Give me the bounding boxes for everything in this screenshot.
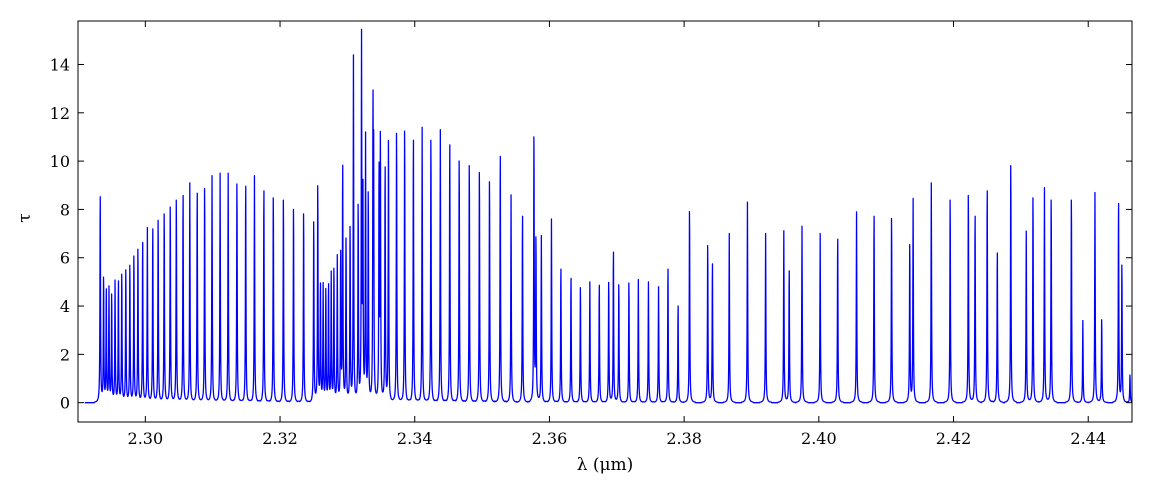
x-tick-label: 2.34 xyxy=(397,429,433,448)
spectrum-series xyxy=(84,28,1132,404)
x-tick-label: 2.40 xyxy=(801,429,837,448)
x-axis: 2.30 2.32 2.34 2.36 2.38 2.40 2.42 2.44 xyxy=(128,21,1106,448)
x-tick-label: 2.32 xyxy=(262,429,298,448)
y-axis: 0 2 4 6 8 10 12 14 xyxy=(50,55,1132,413)
spectrum-line xyxy=(84,28,1132,404)
y-tick-label: 6 xyxy=(60,249,70,268)
x-tick-label: 2.30 xyxy=(128,429,164,448)
x-tick-label: 2.36 xyxy=(532,429,568,448)
y-tick-label: 4 xyxy=(60,297,70,316)
y-tick-label: 0 xyxy=(60,394,70,413)
y-tick-label: 12 xyxy=(50,104,70,123)
y-axis-title: τ xyxy=(15,213,35,222)
y-tick-label: 2 xyxy=(60,345,70,364)
x-tick-label: 2.44 xyxy=(1070,429,1106,448)
x-tick-label: 2.42 xyxy=(936,429,972,448)
y-tick-label: 10 xyxy=(50,152,70,171)
x-tick-label: 2.38 xyxy=(666,429,702,448)
plot-frame xyxy=(77,20,1133,423)
y-tick-label: 8 xyxy=(60,200,70,219)
y-tick-label: 14 xyxy=(50,55,70,74)
x-axis-title: λ (μm) xyxy=(577,455,634,475)
